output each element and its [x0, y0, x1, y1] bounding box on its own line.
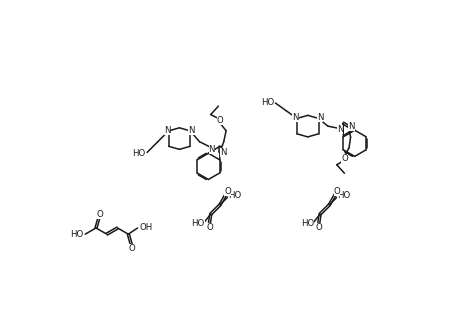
Text: N: N: [188, 126, 195, 135]
Text: N: N: [317, 113, 324, 122]
Text: N: N: [208, 145, 215, 154]
Text: O: O: [316, 223, 323, 232]
Text: N: N: [348, 122, 355, 131]
Text: HO: HO: [301, 219, 314, 228]
Text: HO: HO: [260, 98, 274, 107]
Text: O: O: [207, 223, 213, 232]
Text: HO: HO: [70, 230, 84, 239]
Text: O: O: [217, 116, 223, 125]
Text: O: O: [341, 154, 348, 163]
Text: HO: HO: [228, 191, 241, 200]
Text: N: N: [220, 148, 226, 157]
Text: N: N: [292, 113, 299, 122]
Text: HO: HO: [132, 149, 145, 158]
Text: N: N: [337, 125, 343, 134]
Text: N: N: [164, 126, 170, 135]
Text: O: O: [224, 187, 231, 196]
Text: HO: HO: [337, 191, 350, 200]
Text: O: O: [96, 209, 103, 219]
Text: HO: HO: [191, 219, 205, 228]
Text: O: O: [129, 243, 136, 253]
Text: OH: OH: [139, 223, 152, 232]
Text: O: O: [334, 187, 340, 196]
